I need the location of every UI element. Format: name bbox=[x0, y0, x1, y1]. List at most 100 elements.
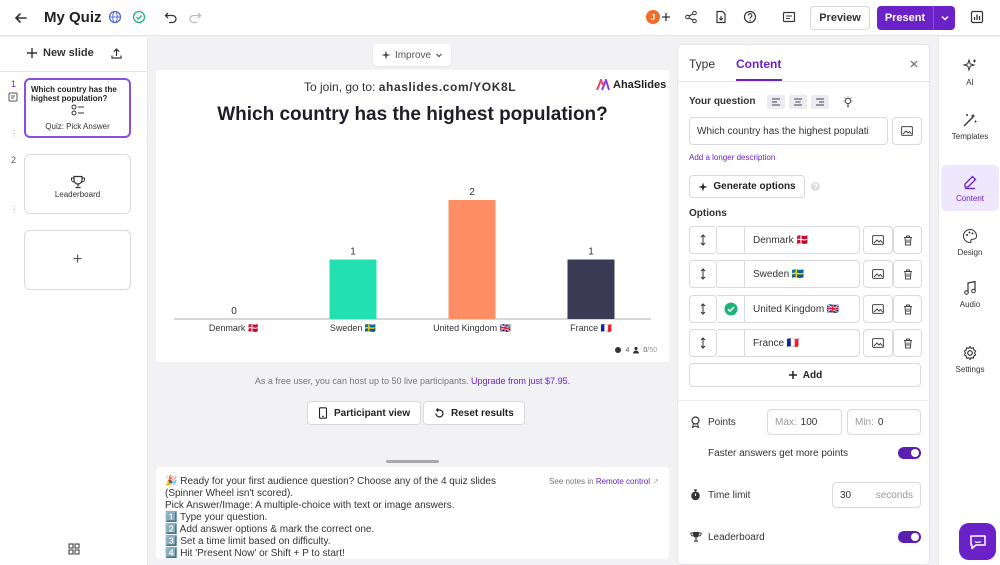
share-icon[interactable] bbox=[684, 10, 698, 24]
improve-button[interactable]: Improve bbox=[373, 44, 451, 66]
export-file-icon[interactable] bbox=[714, 10, 728, 24]
user-avatar[interactable]: J bbox=[646, 10, 660, 24]
faster-answers-toggle[interactable] bbox=[898, 447, 921, 459]
min-prefix: Min: bbox=[855, 416, 874, 428]
presenter-notes-icon[interactable] bbox=[782, 10, 796, 24]
mark-correct-toggle[interactable] bbox=[717, 260, 745, 288]
question-input[interactable]: Which country has the highest populati bbox=[689, 117, 888, 145]
align-center-icon[interactable] bbox=[789, 95, 807, 109]
globe-icon[interactable] bbox=[108, 10, 122, 24]
max-points-input[interactable]: Max: 100 bbox=[767, 409, 842, 435]
chart-category-label: Sweden 🇸🇪 bbox=[330, 323, 376, 333]
external-link-icon: ↗ bbox=[652, 477, 659, 486]
option-image-button[interactable] bbox=[863, 329, 893, 357]
delete-option-button[interactable] bbox=[893, 329, 922, 357]
slide-canvas[interactable]: To join, go to: ahaslides.com/YOK8L AhaS… bbox=[156, 70, 669, 362]
drag-handle-icon[interactable] bbox=[689, 260, 717, 288]
upload-icon[interactable] bbox=[110, 47, 123, 60]
delete-option-button[interactable] bbox=[893, 295, 922, 323]
upgrade-link[interactable]: Upgrade from just $7.95. bbox=[471, 376, 571, 386]
close-icon[interactable] bbox=[909, 59, 919, 69]
rail-ai[interactable]: AI bbox=[941, 49, 999, 95]
slide-thumbnail-1[interactable]: Which country has the highest population… bbox=[24, 78, 131, 138]
chat-support-button[interactable] bbox=[959, 523, 996, 560]
rail-content[interactable]: Content bbox=[941, 165, 999, 211]
drag-handle-icon[interactable] bbox=[689, 226, 717, 254]
align-left-icon[interactable] bbox=[767, 95, 785, 109]
new-slide-button[interactable]: New slide bbox=[26, 47, 94, 59]
image-icon bbox=[901, 126, 913, 136]
delete-option-button[interactable] bbox=[893, 226, 922, 254]
option-input[interactable]: Denmark 🇩🇰 bbox=[745, 226, 860, 254]
option-image-button[interactable] bbox=[863, 226, 893, 254]
rail-audio[interactable]: Audio bbox=[941, 271, 999, 317]
trash-icon bbox=[903, 269, 912, 279]
question-image-button[interactable] bbox=[892, 117, 922, 145]
mark-correct-toggle[interactable] bbox=[717, 226, 745, 254]
drag-handle-icon[interactable]: ⋮ bbox=[10, 129, 18, 138]
rail-settings[interactable]: Settings bbox=[941, 336, 999, 382]
remote-control-link[interactable]: Remote control bbox=[595, 477, 651, 486]
reset-results-label: Reset results bbox=[451, 407, 514, 419]
option-image-button[interactable] bbox=[863, 295, 893, 323]
help-icon[interactable] bbox=[810, 181, 821, 192]
redo-icon[interactable] bbox=[188, 10, 202, 24]
present-button[interactable]: Present bbox=[877, 6, 955, 30]
drag-handle-icon[interactable] bbox=[689, 295, 717, 323]
chevron-down-icon bbox=[436, 53, 442, 58]
add-option-button[interactable]: Add bbox=[689, 363, 921, 387]
add-slide-thumbnail[interactable]: + bbox=[24, 230, 131, 290]
min-points-input[interactable]: Min: 0 bbox=[847, 409, 921, 435]
lightbulb-icon[interactable] bbox=[839, 95, 857, 109]
option-input[interactable]: France 🇫🇷 bbox=[745, 329, 860, 357]
notes-resize-handle[interactable] bbox=[386, 460, 439, 463]
gear-icon bbox=[963, 345, 977, 360]
preview-button[interactable]: Preview bbox=[810, 6, 870, 30]
options-label: Options bbox=[689, 208, 727, 219]
chevron-down-icon[interactable] bbox=[934, 13, 955, 23]
presenter-notes[interactable]: See notes in Remote control ↗ 🎉 Ready fo… bbox=[156, 467, 669, 559]
rail-templates[interactable]: Templates bbox=[941, 103, 999, 149]
notes-line: 4️⃣ Hit 'Present Now' or Shift + P to st… bbox=[165, 548, 345, 559]
grid-view-icon[interactable] bbox=[68, 543, 80, 555]
option-input[interactable]: Sweden 🇸🇪 bbox=[745, 260, 860, 288]
sparkle-icon bbox=[698, 182, 708, 191]
slide-thumbnail-2[interactable]: Leaderboard bbox=[24, 154, 131, 214]
stopwatch-icon bbox=[690, 489, 701, 501]
slide-thumbnail-type: Quiz: Pick Answer bbox=[45, 122, 110, 131]
bar-chart-icon[interactable] bbox=[970, 10, 984, 24]
tab-type[interactable]: Type bbox=[689, 57, 716, 71]
add-longer-description-link[interactable]: Add a longer description bbox=[689, 153, 776, 162]
time-limit-input[interactable]: 30 seconds bbox=[832, 482, 921, 508]
reset-results-button[interactable]: Reset results bbox=[423, 401, 525, 425]
participant-view-button[interactable]: Participant view bbox=[307, 401, 422, 425]
mark-correct-toggle[interactable] bbox=[717, 295, 745, 323]
present-label[interactable]: Present bbox=[884, 12, 926, 24]
response-counts: 4 0/50 bbox=[614, 346, 657, 354]
option-image-button[interactable] bbox=[863, 260, 893, 288]
drag-handle-icon[interactable]: ⋮ bbox=[10, 205, 18, 214]
image-icon bbox=[872, 235, 884, 245]
help-icon[interactable] bbox=[743, 10, 757, 24]
drag-handle-icon[interactable] bbox=[689, 329, 717, 357]
mark-correct-toggle[interactable] bbox=[717, 329, 745, 357]
generate-options-label: Generate options bbox=[713, 181, 796, 192]
add-collaborator-icon[interactable] bbox=[660, 10, 672, 24]
rail-design[interactable]: Design bbox=[941, 219, 999, 265]
phone-icon bbox=[318, 407, 328, 419]
back-arrow-icon[interactable] bbox=[12, 9, 30, 27]
tab-content[interactable]: Content bbox=[736, 57, 782, 71]
ahaslides-logo-icon bbox=[596, 79, 610, 91]
option-input[interactable]: United Kingdom 🇬🇧 bbox=[745, 295, 860, 323]
generate-options-button[interactable]: Generate options bbox=[689, 175, 805, 198]
notes-line: (Spinner Wheel isn't scored). bbox=[165, 488, 294, 499]
delete-option-button[interactable] bbox=[893, 260, 922, 288]
undo-icon[interactable] bbox=[164, 10, 178, 24]
align-right-icon[interactable] bbox=[811, 95, 829, 109]
image-icon bbox=[872, 269, 884, 279]
leaderboard-toggle[interactable] bbox=[898, 531, 921, 543]
option-row: Denmark 🇩🇰 bbox=[689, 226, 922, 254]
presentation-title[interactable]: My Quiz bbox=[44, 9, 102, 26]
trophy-icon bbox=[690, 531, 702, 542]
notes-indicator-icon bbox=[8, 92, 18, 102]
